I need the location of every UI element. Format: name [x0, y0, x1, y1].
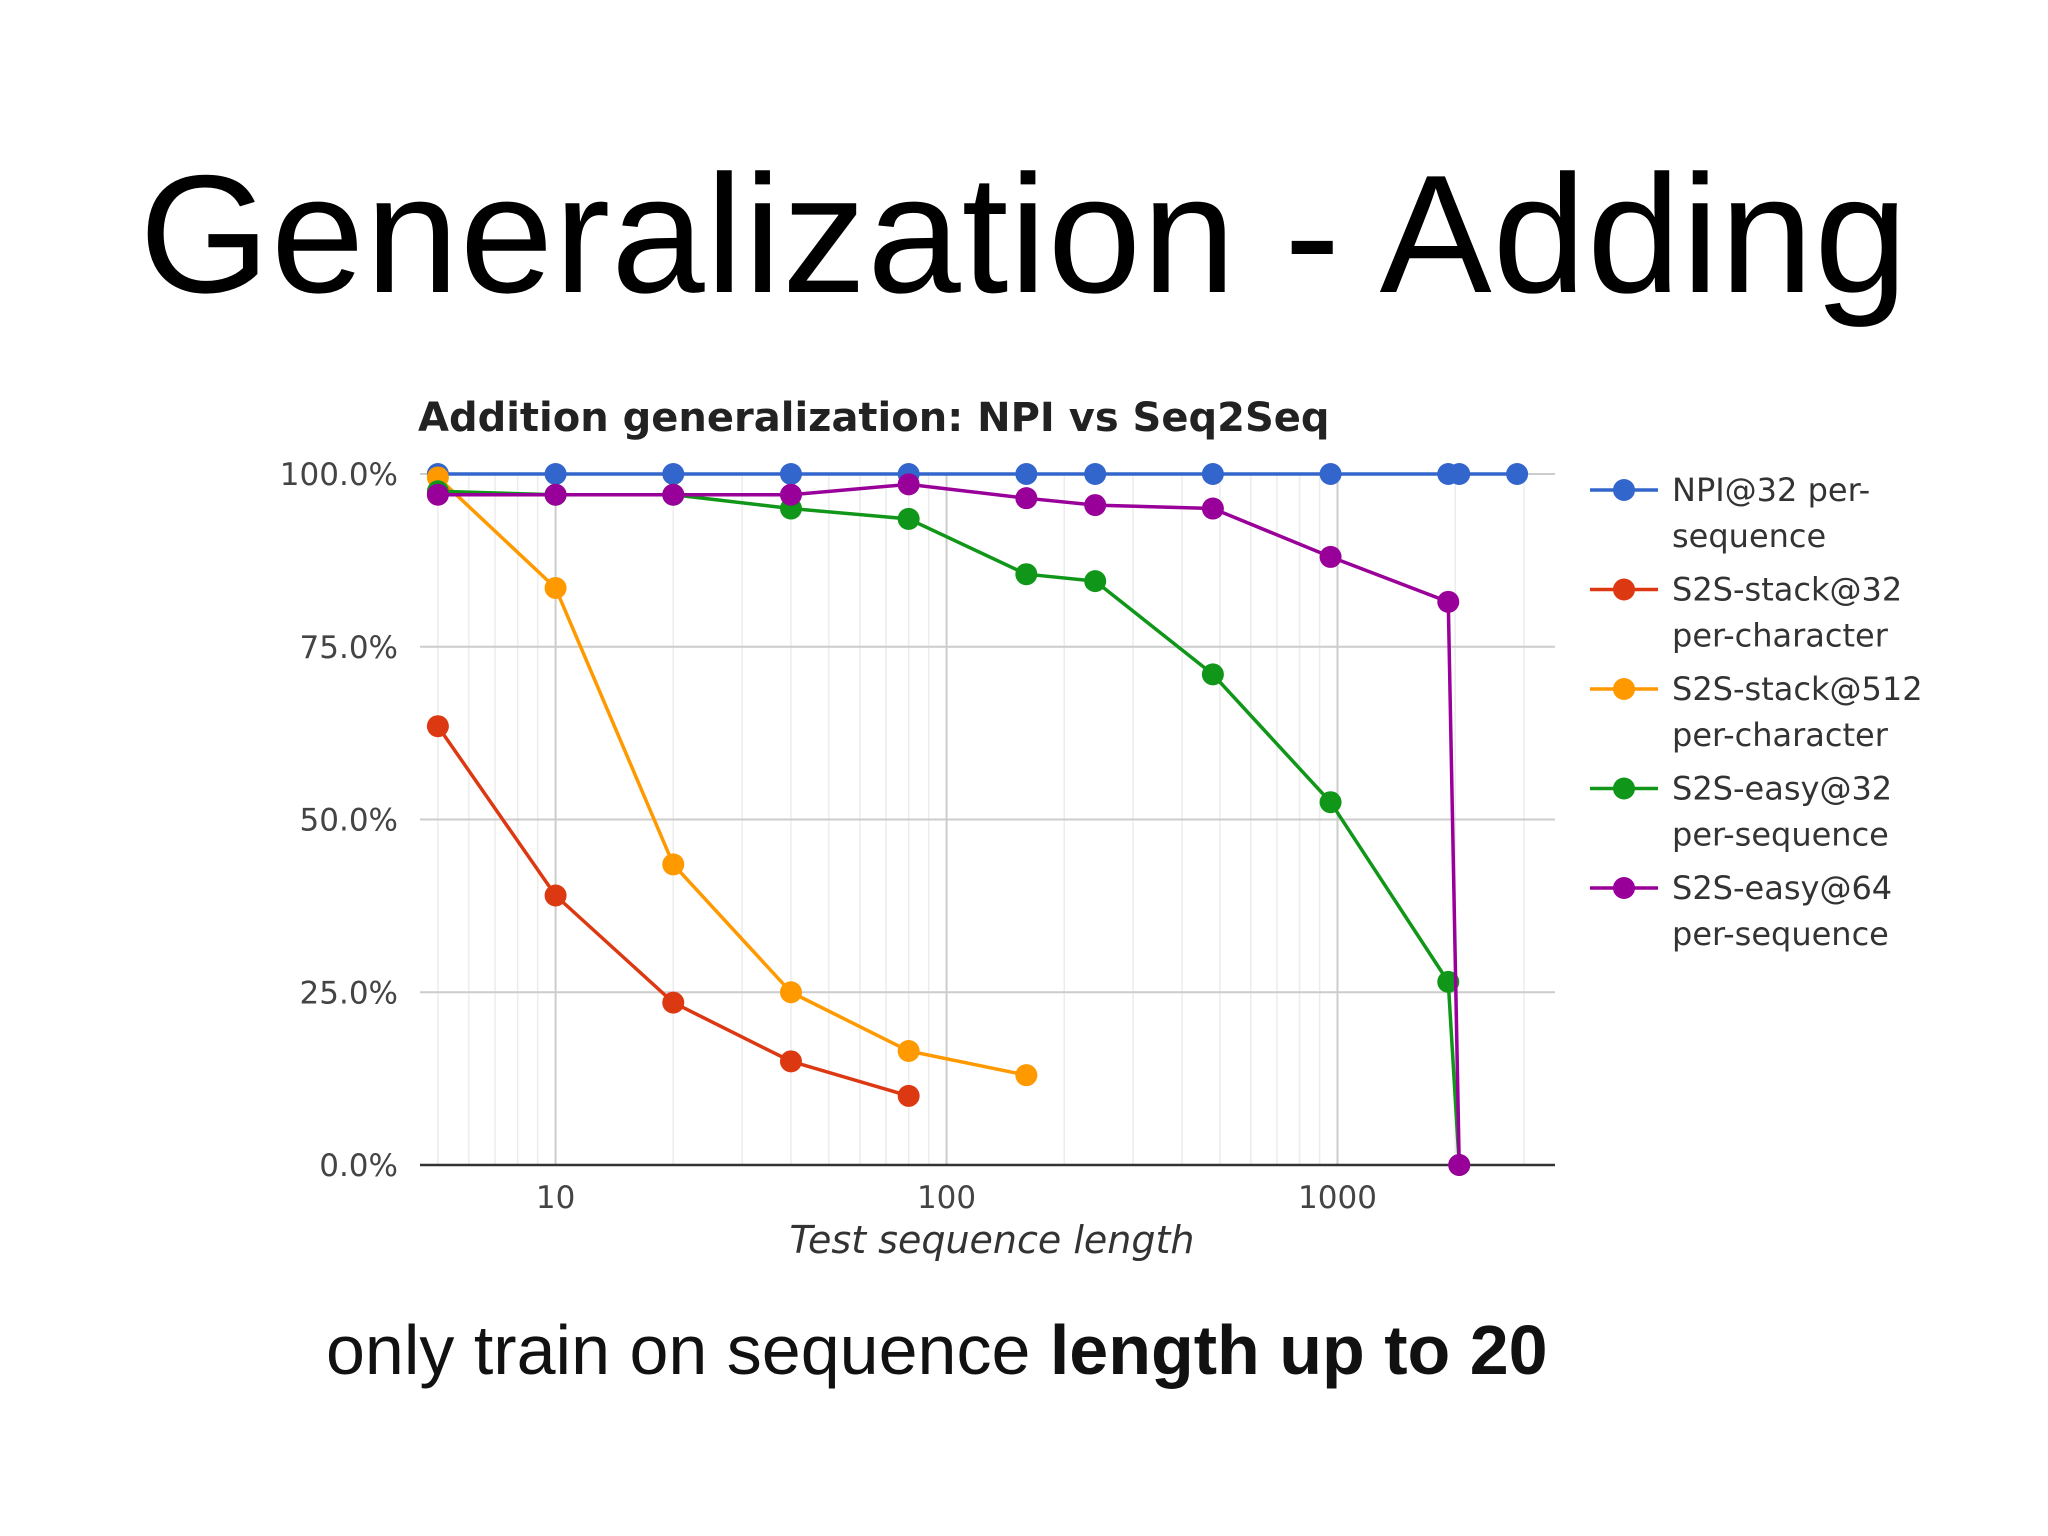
x-tick-label: 100 [917, 1180, 976, 1216]
data-point [1437, 970, 1460, 993]
legend-label-line: S2S-stack@32 [1672, 571, 1902, 609]
y-tick-label: 50.0% [300, 803, 398, 839]
series-line [436, 476, 1027, 1077]
series-layer [426, 463, 1529, 1176]
data-point [544, 884, 567, 907]
x-axis-label: Test sequence length [790, 1218, 1195, 1262]
legend-item-2: S2S-stack@32 per-character [1590, 571, 1902, 655]
data-point [1448, 1154, 1471, 1176]
data-point [662, 483, 685, 506]
legend: NPI@32 per-sequence S2S-stack@32 per-chara… [1590, 471, 1923, 953]
legend-label-line: sequence [1672, 517, 1826, 555]
legend-item-1: NPI@32 per-sequence [1590, 471, 1870, 555]
data-point [779, 483, 802, 506]
legend-label: NPI@32 per-sequence [1672, 471, 1870, 555]
data-point [1201, 497, 1224, 520]
data-point [1201, 663, 1224, 686]
legend-label-line: S2S-stack@512 [1672, 670, 1923, 708]
legend-item-5: S2S-easy@64 per-sequence [1590, 869, 1892, 953]
legend-swatch-marker [1613, 678, 1635, 700]
data-point [1319, 545, 1342, 568]
y-tick-label: 0.0% [319, 1148, 398, 1184]
legend-label: S2S-easy@64 per-sequence [1672, 869, 1892, 953]
caption-bold-text: length up to 20 [1049, 1311, 1548, 1389]
legend-label-line: NPI@32 per- [1672, 471, 1870, 509]
data-point [1448, 463, 1471, 485]
data-point [897, 1084, 920, 1107]
data-point [1015, 563, 1038, 586]
caption-normal-text: only train on sequence [326, 1311, 1050, 1389]
series-line [437, 489, 1461, 1166]
data-point [1084, 463, 1107, 485]
data-point [426, 483, 449, 506]
data-point [779, 981, 802, 1004]
data-point [1015, 487, 1038, 510]
data-point [662, 991, 685, 1014]
legend-label-line: S2S-easy@64 [1672, 869, 1892, 907]
x-tick-label: 10 [536, 1180, 575, 1216]
data-point [1319, 791, 1342, 814]
data-point [779, 463, 802, 485]
data-point [1084, 494, 1107, 517]
data-point [1506, 463, 1529, 485]
grid-layer [420, 473, 1555, 1165]
data-point [662, 853, 685, 876]
data-point [779, 1050, 802, 1073]
data-point [1319, 463, 1342, 485]
y-tick-label: 75.0% [300, 630, 398, 666]
data-point [897, 507, 920, 530]
y-tick-label: 25.0% [300, 975, 398, 1011]
data-point [897, 473, 920, 496]
slide-caption: only train on sequence length up to 20 [326, 1310, 1548, 1390]
legend-label-line: S2S-easy@32 [1672, 770, 1892, 808]
series-line [437, 482, 1461, 1166]
legend-item-3: S2S-stack@512 per-character [1590, 670, 1923, 754]
data-point [544, 483, 567, 506]
legend-label-line: per-sequence [1672, 915, 1889, 953]
legend-label-line: per-character [1672, 716, 1889, 754]
legend-label: S2S-stack@32 per-character [1672, 571, 1902, 655]
data-point [1201, 463, 1224, 485]
slide-title: Generalization - Adding [139, 140, 1909, 328]
legend-label-line: per-sequence [1672, 816, 1889, 854]
data-point [662, 463, 685, 485]
data-point [1084, 570, 1107, 593]
series-2 [426, 715, 920, 1107]
axis-layer: 0.0% 25.0% 50.0% 75.0% 100.0% 10 100 1000 [280, 457, 1555, 1216]
chart-title: Addition generalization: NPI vs Seq2Seq [418, 395, 1330, 441]
legend-item-4: S2S-easy@32 per-sequence [1590, 770, 1892, 854]
data-point [1437, 590, 1460, 613]
data-point [426, 715, 449, 738]
legend-swatch-marker [1613, 777, 1635, 800]
legend-label: S2S-easy@32 per-sequence [1672, 770, 1892, 854]
data-point [1015, 1064, 1038, 1087]
data-point [544, 577, 567, 600]
data-point [1015, 463, 1038, 485]
series-1 [426, 463, 1529, 485]
legend-swatch-marker [1613, 479, 1635, 501]
series-5 [426, 473, 1471, 1176]
legend-label: S2S-stack@512 per-character [1672, 670, 1923, 754]
y-tick-label: 100.0% [280, 457, 398, 493]
series-4 [426, 480, 1471, 1176]
legend-swatch-marker [1613, 877, 1635, 899]
x-tick-label: 1000 [1298, 1180, 1377, 1216]
series-3 [426, 466, 1038, 1087]
legend-swatch-marker [1613, 578, 1635, 601]
data-point [544, 463, 567, 485]
data-point [897, 1039, 920, 1062]
legend-label-line: per-character [1672, 617, 1889, 655]
